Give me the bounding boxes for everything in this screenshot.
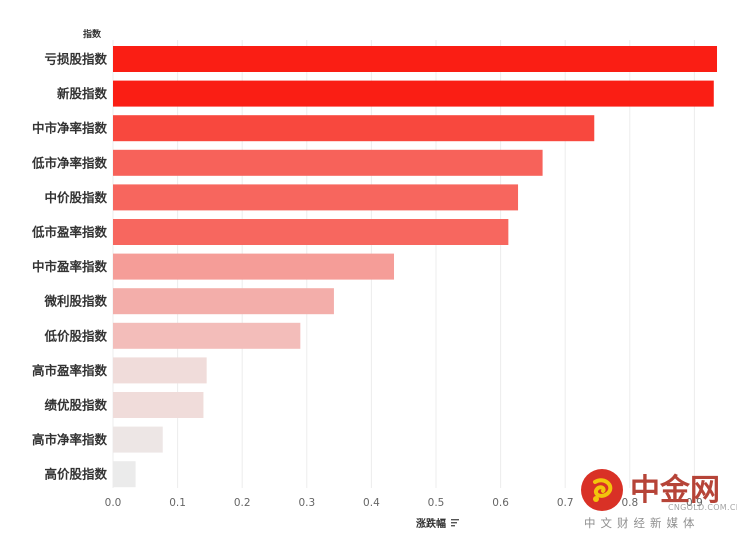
bar[interactable] [113,461,136,488]
bar[interactable] [113,80,714,107]
x-axis-title-group[interactable]: 涨跌幅 [416,517,459,530]
category-label: 中价股指数 [44,190,107,205]
cngold-swirl-logo-icon [581,469,623,511]
x-tick-labels: 0.0 0.1 0.2 0.3 0.4 0.5 0.6 0.7 0.8 0.9 [105,497,703,509]
category-label: 中市盈率指数 [32,259,108,274]
category-label: 中市净率指数 [32,121,108,136]
bar[interactable] [113,115,595,142]
watermark-url: CNGOLD.COM.CN [668,503,737,512]
x-tick-label: 0.3 [298,497,315,509]
x-tick-label: 0.4 [363,497,380,509]
category-label: 绩优股指数 [44,398,107,413]
category-label: 亏损股指数 [44,52,107,67]
bar[interactable] [113,357,207,384]
category-label: 高市净率指数 [32,432,108,447]
watermark-slogan: 中文财经新媒体 [584,516,700,530]
cngold-watermark: 中金网 CNGOLD.COM.CN 中文财经新媒体 [581,469,737,530]
category-label: 低价股指数 [43,328,107,343]
bar[interactable] [113,253,395,280]
bar[interactable] [113,322,301,349]
category-label: 低市盈率指数 [31,225,108,240]
bar[interactable] [113,426,163,453]
x-tick-label: 0.9 [686,497,703,509]
category-label: 低市净率指数 [31,155,108,170]
bar[interactable] [113,288,334,315]
category-label: 新股指数 [57,86,108,101]
bar[interactable] [113,184,519,211]
watermark-name: 中金网 [630,473,720,508]
y-axis-header: 指数 [83,28,102,40]
bars-group [113,46,718,488]
bar[interactable] [113,392,204,418]
category-label: 高价股指数 [44,467,107,482]
x-tick-label: 0.7 [557,497,574,509]
x-axis-title: 涨跌幅 [416,517,446,530]
x-tick-label: 0.6 [492,497,509,509]
bar[interactable] [113,219,509,245]
bar[interactable] [113,46,718,72]
bar[interactable] [113,149,543,176]
x-tick-label: 0.1 [169,497,186,509]
sort-descending-icon[interactable] [451,519,459,527]
x-tick-label: 0.0 [105,497,122,509]
x-tick-label: 0.5 [428,497,445,509]
category-labels: 亏损股指数新股指数中市净率指数低市净率指数中价股指数低市盈率指数中市盈率指数微利… [31,52,108,482]
x-tick-label: 0.2 [234,497,251,509]
x-tick-label: 0.8 [621,497,638,509]
category-label: 高市盈率指数 [32,363,108,378]
category-label: 微利股指数 [43,294,107,309]
